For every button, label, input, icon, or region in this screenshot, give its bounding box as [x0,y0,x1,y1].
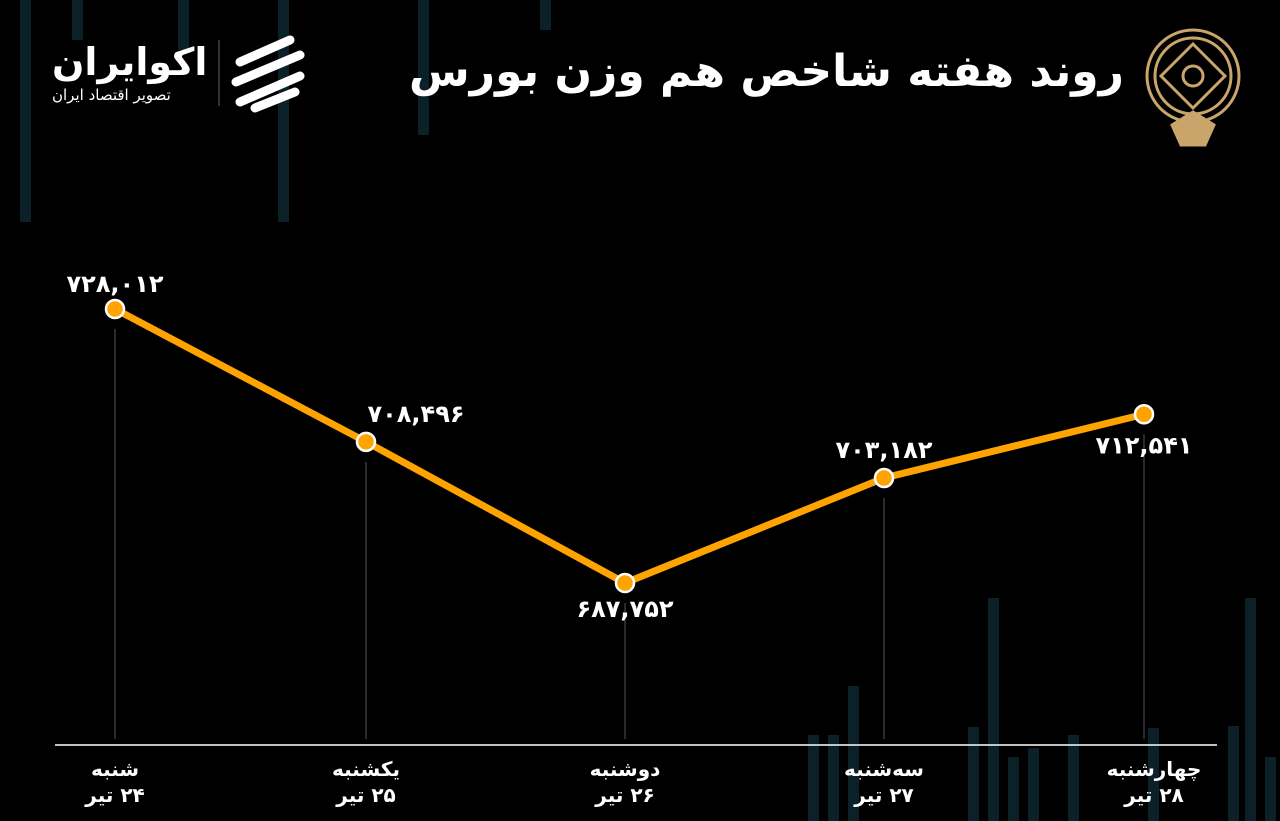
brand-tagline: تصویر اقتصاد ایران [52,86,171,104]
decor-bars [20,0,1276,821]
brand-name: اکوایران [52,40,208,84]
point [1133,404,1155,425]
point [104,298,126,320]
point [355,431,377,453]
x-tick-label: سه‌شنبه ۲۷ تیر [844,757,924,807]
chart-title: روند هفته شاخص هم وزن بورس [409,46,1124,97]
value-label: ۶۸۷,۷۵۲ [576,595,673,623]
brand-logo [231,35,305,113]
value-label: ۷۰۳,۱۸۲ [835,436,932,464]
value-label: ۷۱۲,۵۴۱ [1095,431,1192,459]
x-tick-label: شنبه ۲۴ تیر [85,757,145,807]
exchange-emblem [1145,28,1241,147]
x-tick-label: یکشنبه ۲۵ تیر [332,757,400,807]
x-tick-label: چهارشنبه ۲۸ تیر [1106,757,1202,807]
value-label: ۷۰۸,۴۹۶ [367,400,464,428]
line [113,305,1145,587]
point [873,467,895,489]
x-tick-label: دوشنبه ۲۶ تیر [589,757,661,807]
value-label: ۷۲۸,۰۱۲ [66,270,163,298]
point [614,572,636,594]
